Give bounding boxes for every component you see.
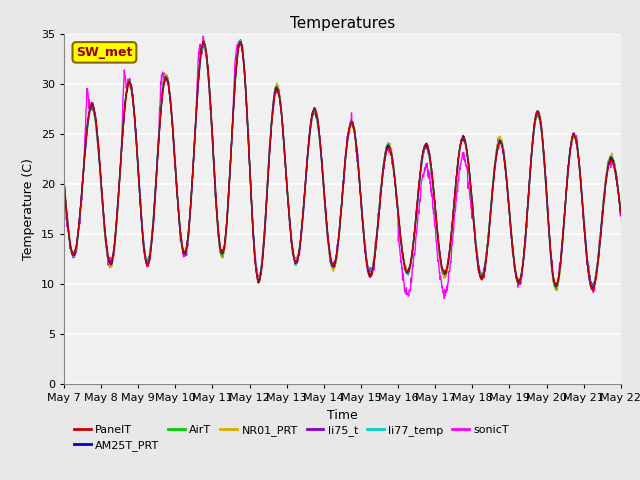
li75_t <box>60 178 68 183</box>
PanelT <box>502 171 509 177</box>
NR01_PRT <box>551 286 559 291</box>
AirT <box>429 186 437 192</box>
AirT <box>502 171 509 177</box>
PanelT <box>617 210 625 216</box>
NR01_PRT <box>170 145 178 151</box>
PanelT <box>429 181 437 187</box>
li75_t <box>502 169 509 175</box>
AirT <box>184 238 191 243</box>
NR01_PRT <box>60 176 68 181</box>
AM25T_PRT <box>551 282 559 288</box>
sonicT <box>170 152 178 157</box>
sonicT <box>246 179 254 184</box>
NR01_PRT <box>184 234 191 240</box>
Line: li75_t: li75_t <box>64 42 621 288</box>
Legend: PanelT, AM25T_PRT, AirT, NR01_PRT, li75_t, li77_temp, sonicT: PanelT, AM25T_PRT, AirT, NR01_PRT, li75_… <box>70 420 513 456</box>
NR01_PRT <box>617 206 625 212</box>
sonicT <box>502 170 510 176</box>
li77_temp <box>60 180 68 185</box>
PanelT <box>170 151 178 156</box>
AM25T_PRT <box>589 286 596 291</box>
AM25T_PRT <box>246 181 254 187</box>
PanelT <box>551 281 559 287</box>
AirT <box>246 180 254 185</box>
li77_temp <box>551 283 559 289</box>
sonicT <box>429 205 437 211</box>
li77_temp <box>429 187 437 193</box>
AirT <box>553 286 561 291</box>
AM25T_PRT <box>170 149 178 155</box>
Title: Temperatures: Temperatures <box>290 16 395 31</box>
li75_t <box>246 179 254 184</box>
Text: SW_met: SW_met <box>76 46 132 59</box>
AirT <box>236 39 244 45</box>
NR01_PRT <box>429 185 437 191</box>
AM25T_PRT <box>617 210 625 216</box>
li77_temp <box>552 286 560 291</box>
AirT <box>617 208 625 214</box>
AirT <box>60 181 68 187</box>
AirT <box>551 282 559 288</box>
PanelT <box>246 182 254 188</box>
sonicT <box>552 280 559 286</box>
Line: sonicT: sonicT <box>64 36 621 299</box>
sonicT <box>184 243 191 249</box>
li77_temp <box>617 208 625 214</box>
X-axis label: Time: Time <box>327 408 358 421</box>
Line: NR01_PRT: NR01_PRT <box>64 42 621 290</box>
li75_t <box>237 39 244 45</box>
PanelT <box>589 288 596 293</box>
Y-axis label: Temperature (C): Temperature (C) <box>22 158 35 260</box>
Line: li77_temp: li77_temp <box>64 40 621 288</box>
AM25T_PRT <box>502 170 509 176</box>
PanelT <box>60 181 68 187</box>
AM25T_PRT <box>200 38 207 44</box>
PanelT <box>184 236 191 241</box>
Line: AirT: AirT <box>64 42 621 288</box>
li75_t <box>552 286 559 291</box>
li75_t <box>184 238 191 243</box>
li75_t <box>551 284 559 289</box>
li77_temp <box>237 37 244 43</box>
li75_t <box>617 209 625 215</box>
Line: AM25T_PRT: AM25T_PRT <box>64 41 621 288</box>
sonicT <box>60 180 68 185</box>
li77_temp <box>170 149 178 155</box>
sonicT <box>617 211 625 217</box>
AirT <box>170 148 178 154</box>
AM25T_PRT <box>60 180 68 186</box>
PanelT <box>200 38 208 44</box>
li77_temp <box>184 236 191 242</box>
NR01_PRT <box>552 288 559 293</box>
sonicT <box>440 296 448 301</box>
AM25T_PRT <box>429 181 437 187</box>
AM25T_PRT <box>184 235 191 240</box>
li77_temp <box>246 178 254 184</box>
NR01_PRT <box>200 39 207 45</box>
NR01_PRT <box>246 182 254 188</box>
li75_t <box>170 149 178 155</box>
li77_temp <box>502 169 509 175</box>
NR01_PRT <box>502 168 509 173</box>
Line: PanelT: PanelT <box>64 41 621 290</box>
sonicT <box>200 33 207 39</box>
li75_t <box>429 186 437 192</box>
